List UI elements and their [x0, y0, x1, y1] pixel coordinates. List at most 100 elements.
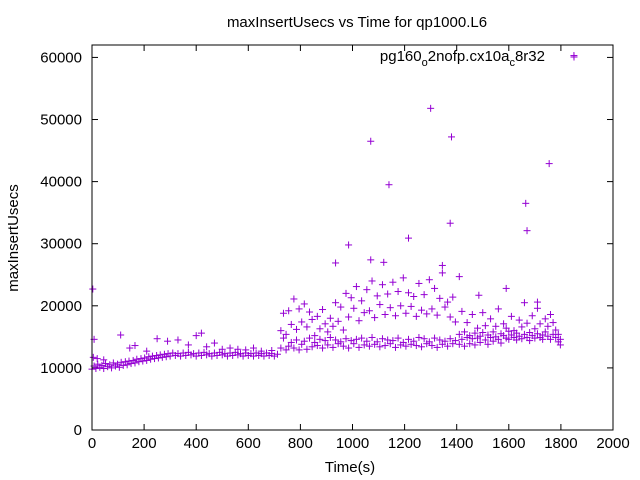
data-point: [131, 342, 139, 350]
data-point: [114, 360, 122, 368]
x-tick-label: 800: [288, 435, 313, 452]
data-point: [463, 319, 471, 327]
y-tick-label: 60000: [40, 49, 82, 66]
x-tick-label: 600: [236, 435, 261, 452]
data-point: [489, 328, 497, 336]
data-point: [345, 344, 353, 352]
data-point: [466, 340, 474, 348]
data-point: [513, 336, 521, 344]
data-point: [556, 335, 564, 343]
data-point: [250, 344, 258, 352]
data-point: [108, 364, 116, 372]
data-point: [290, 295, 298, 303]
data-point: [549, 319, 557, 327]
data-point: [492, 322, 500, 330]
data-point: [494, 305, 502, 313]
data-point: [376, 301, 384, 309]
data-point: [329, 343, 337, 351]
data-point: [407, 302, 415, 310]
x-tick-label: 1400: [440, 435, 473, 452]
data-point: [384, 290, 392, 298]
data-point: [412, 312, 420, 320]
data-point: [394, 288, 402, 296]
y-axis-title: maxInsertUsecs: [5, 184, 22, 292]
data-point: [277, 327, 285, 335]
data-point: [546, 335, 554, 343]
data-point: [545, 160, 553, 168]
data-point: [350, 340, 358, 348]
data-point: [306, 308, 314, 316]
data-point: [533, 330, 541, 338]
data-point: [242, 346, 250, 354]
data-point: [306, 334, 314, 342]
data-point: [481, 336, 489, 344]
data-point: [345, 241, 353, 249]
data-point: [339, 326, 347, 334]
data-point: [502, 284, 510, 292]
data-point: [446, 313, 454, 321]
data-point: [295, 305, 303, 313]
data-point: [381, 342, 389, 350]
data-point: [355, 317, 363, 325]
data-point: [412, 342, 420, 350]
data-point: [316, 325, 324, 333]
data-point: [425, 276, 433, 284]
data-point: [487, 315, 495, 323]
chart-title: maxInsertUsecs vs Time for qp1000.L6: [227, 14, 487, 31]
data-point: [415, 279, 423, 287]
data-point: [352, 335, 360, 343]
data-point: [471, 341, 479, 349]
data-point: [461, 328, 469, 336]
data-point: [337, 338, 345, 346]
data-point: [115, 363, 123, 371]
data-point: [489, 337, 497, 345]
data-point: [203, 343, 211, 351]
data-point: [326, 333, 334, 341]
data-point: [402, 309, 410, 317]
data-point: [106, 361, 114, 369]
data-point: [528, 312, 536, 320]
data-point: [295, 346, 303, 354]
data-point: [117, 331, 125, 339]
data-point: [487, 333, 495, 341]
data-point: [368, 277, 376, 285]
data-point: [447, 133, 455, 141]
data-point: [363, 337, 371, 345]
x-tick-label: 1600: [492, 435, 525, 452]
data-point: [92, 365, 100, 373]
data-point: [533, 304, 541, 312]
data-point: [287, 338, 295, 346]
data-point: [324, 328, 332, 336]
data-point: [174, 336, 182, 344]
data-point: [121, 358, 129, 366]
x-axis-title: Time(s): [325, 459, 375, 476]
data-point: [300, 300, 308, 308]
data-point: [481, 322, 489, 330]
data-point: [154, 354, 162, 362]
data-point: [321, 320, 329, 328]
data-point: [332, 299, 340, 307]
data-point: [268, 347, 276, 355]
legend-marker: [570, 53, 578, 61]
y-tick-label: 30000: [40, 236, 82, 253]
y-tick-label: 20000: [40, 298, 82, 315]
data-point: [313, 312, 321, 320]
data-point: [303, 323, 311, 331]
data-point: [536, 320, 544, 328]
data-point: [461, 342, 469, 350]
data-point: [479, 309, 487, 317]
data-point: [505, 335, 513, 343]
data-point: [399, 274, 407, 282]
data-point: [373, 292, 381, 300]
data-point: [474, 324, 482, 332]
data-point: [329, 322, 337, 330]
data-point: [418, 306, 426, 314]
data-point: [287, 320, 295, 328]
y-tick-label: 40000: [40, 174, 82, 191]
data-point: [345, 313, 353, 321]
data-point: [279, 334, 287, 342]
data-point: [316, 335, 324, 343]
data-point: [455, 340, 463, 348]
x-tick-label: 1800: [544, 435, 577, 452]
data-point: [386, 304, 394, 312]
